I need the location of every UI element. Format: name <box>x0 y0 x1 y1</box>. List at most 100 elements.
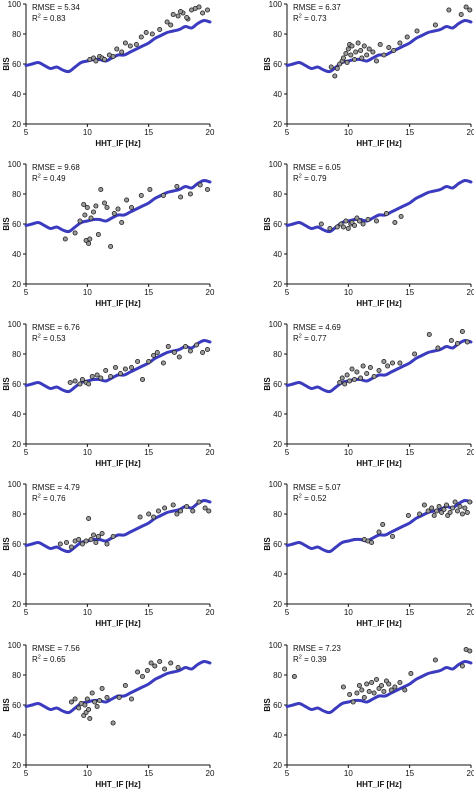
data-point <box>386 681 392 687</box>
data-point <box>349 43 355 49</box>
y-tick-label: 60 <box>12 540 21 549</box>
x-tick-label: 5 <box>24 769 29 778</box>
x-tick-label: 5 <box>285 448 290 457</box>
data-point <box>87 716 93 722</box>
y-tick-label: 40 <box>12 570 21 579</box>
data-point <box>86 516 92 522</box>
data-point <box>467 7 473 13</box>
r2-letter: R <box>293 334 299 343</box>
data-point <box>86 240 92 246</box>
y-tick-label: 80 <box>12 350 21 359</box>
data-point <box>147 186 153 192</box>
data-point <box>168 660 174 666</box>
data-point <box>348 52 354 58</box>
data-point <box>162 666 168 672</box>
data-point <box>380 522 386 528</box>
model-curve <box>285 178 473 234</box>
x-axis-label: HHT_IF [Hz] <box>356 619 402 628</box>
data-point <box>119 49 125 55</box>
rmse-annotation: RMSE = 5.34 <box>32 3 80 12</box>
data-point <box>88 537 94 543</box>
r2-annotation: R2 = 0.65 <box>32 655 66 665</box>
x-axis-label: HHT_IF [Hz] <box>95 619 141 628</box>
data-point <box>359 687 365 693</box>
data-point <box>347 378 353 384</box>
rmse-annotation: RMSE = 7.56 <box>32 644 80 653</box>
data-point <box>365 216 371 222</box>
data-point <box>459 511 465 517</box>
data-point <box>457 503 463 509</box>
r2-letter: R <box>32 14 38 23</box>
x-axis-label: HHT_IF [Hz] <box>356 139 402 148</box>
data-point <box>358 48 364 54</box>
x-tick-label: 10 <box>344 128 353 137</box>
y-axis-label: BIS <box>2 537 11 551</box>
rmse-annotation: RMSE = 5.07 <box>293 483 341 492</box>
data-point <box>84 204 90 210</box>
data-point <box>318 221 324 227</box>
y-tick-label: 40 <box>273 410 282 419</box>
data-point <box>405 513 411 519</box>
data-point <box>340 55 346 61</box>
data-point <box>392 219 398 225</box>
data-point <box>122 366 128 372</box>
data-point <box>345 46 351 52</box>
data-point <box>86 381 92 387</box>
data-point <box>337 379 343 385</box>
data-point <box>412 351 418 357</box>
data-point <box>176 354 182 360</box>
x-tick-label: 10 <box>83 288 92 297</box>
data-point <box>397 680 403 686</box>
data-point <box>114 46 120 52</box>
x-tick-label: 20 <box>206 608 215 617</box>
r2-value: = 0.52 <box>302 494 327 503</box>
data-point <box>356 218 362 224</box>
r2-letter: R <box>293 14 299 23</box>
data-point <box>122 683 128 689</box>
y-tick-label: 100 <box>269 480 283 489</box>
model-curve <box>24 178 212 234</box>
data-point <box>79 376 85 382</box>
model-curve <box>24 18 212 74</box>
y-tick-label: 80 <box>273 190 282 199</box>
data-point <box>354 690 360 696</box>
data-point <box>151 514 157 520</box>
data-point <box>366 689 372 695</box>
r2-letter: R <box>32 655 38 664</box>
data-point <box>334 224 340 230</box>
r2-annotation: R2 = 0.79 <box>293 174 327 184</box>
data-point <box>138 192 144 198</box>
data-point <box>67 379 73 385</box>
data-point <box>376 367 382 373</box>
data-point <box>138 34 144 40</box>
data-point <box>373 218 379 224</box>
data-point <box>369 680 375 686</box>
data-point <box>152 663 158 669</box>
y-tick-label: 40 <box>12 90 21 99</box>
data-point <box>154 349 160 355</box>
model-curve <box>24 338 212 394</box>
data-point <box>149 31 155 37</box>
y-tick-label: 100 <box>269 160 283 169</box>
data-point <box>108 243 114 249</box>
x-axis-label: HHT_IF [Hz] <box>95 139 141 148</box>
data-point <box>144 668 150 674</box>
data-point <box>104 695 110 701</box>
data-point <box>94 372 100 378</box>
x-tick-label: 5 <box>285 769 290 778</box>
data-point <box>86 707 92 713</box>
data-point <box>124 197 130 203</box>
x-tick-label: 5 <box>24 448 29 457</box>
data-point <box>339 375 345 381</box>
data-point <box>356 683 362 689</box>
x-tick-label: 20 <box>467 128 474 137</box>
data-point <box>82 212 88 218</box>
data-point <box>343 51 349 57</box>
x-tick-label: 15 <box>405 769 414 778</box>
data-point <box>434 508 440 514</box>
x-tick-label: 15 <box>144 769 153 778</box>
data-point <box>64 540 70 546</box>
data-point <box>135 669 141 675</box>
model-curve <box>285 498 473 554</box>
